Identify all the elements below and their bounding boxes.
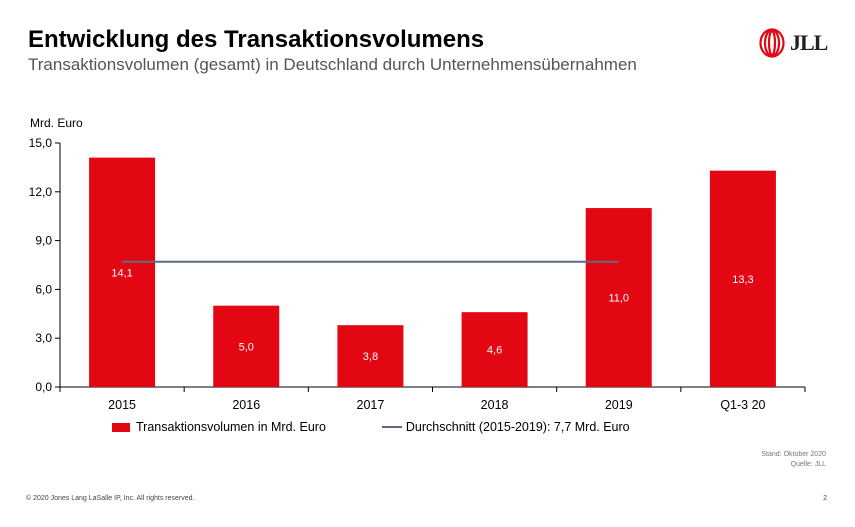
bar-chart: Mrd. Euro 0,03,06,09,012,015,0 2015 2016 2… [29, 116, 806, 412]
x-tick-label: 2018 [481, 398, 509, 412]
y-tick-label: 0,0 [35, 380, 52, 394]
bar-value-label: 3,8 [363, 351, 378, 363]
source-name: Quelle: JLL [790, 461, 826, 468]
y-tick-label: 3,0 [35, 331, 52, 345]
legend-swatch-bars [112, 422, 130, 432]
x-tick-label: Q1-3 20 [720, 398, 765, 412]
jll-flame-icon [759, 28, 785, 58]
bar-value-label: 11,0 [608, 293, 629, 305]
logo-text: JLL [790, 30, 828, 55]
y-axis-label: Mrd. Euro [30, 116, 83, 130]
x-tick-label: 2016 [232, 398, 260, 412]
bar [461, 312, 528, 387]
bar-value-label: 4,6 [487, 345, 502, 357]
bar [89, 157, 156, 387]
bar-value-label: 13,3 [732, 274, 753, 286]
y-tick-label: 9,0 [35, 234, 52, 248]
bars [89, 157, 776, 387]
source-date: Stand: Oktober 2020 [761, 451, 826, 458]
page-number: 2 [823, 495, 827, 502]
y-tick-label: 12,0 [29, 185, 53, 199]
x-tick-label: 2019 [605, 398, 633, 412]
x-tick-label: 2017 [357, 398, 385, 412]
y-axis: 0,0 3,0 6,0 9,0 12,0 15,0 [29, 136, 61, 394]
jll-logo: JLL [758, 28, 828, 58]
bar [213, 305, 280, 387]
legend-label-average: Durchschnitt (2015-2019): 7,7 Mrd. Euro [405, 420, 630, 434]
page-subtitle: Transaktionsvolumen (gesamt) in Deutschl… [28, 55, 637, 74]
copyright-footer: © 2020 Jones Lang LaSalle IP, Inc. All r… [26, 495, 195, 502]
y-tick-label: 6,0 [35, 282, 52, 296]
legend-swatch-average [381, 426, 402, 428]
legend-label-bars: Transaktionsvolumen in Mrd. Euro [136, 420, 326, 434]
bar-value-label: 5,0 [239, 341, 254, 353]
bar-value-label: 14,1 [111, 267, 132, 279]
data-labels: 14,1 5,0 3,8 4,6 11,0 13,3 [111, 267, 753, 363]
bar [585, 208, 652, 387]
x-tick-label: 2015 [108, 398, 136, 412]
page-title: Entwicklung des Transaktionsvolumens [28, 26, 485, 53]
bar [709, 170, 776, 387]
y-tick-label: 15,0 [29, 136, 53, 150]
bar [337, 325, 404, 387]
x-axis: 2015 2016 2017 2018 2019 Q1-3 20 [59, 386, 806, 412]
source-note: Stand: Oktober 2020 Quelle: JLL [761, 450, 826, 470]
legend: Transaktionsvolumen in Mrd. Euro Durchsc… [112, 420, 630, 434]
